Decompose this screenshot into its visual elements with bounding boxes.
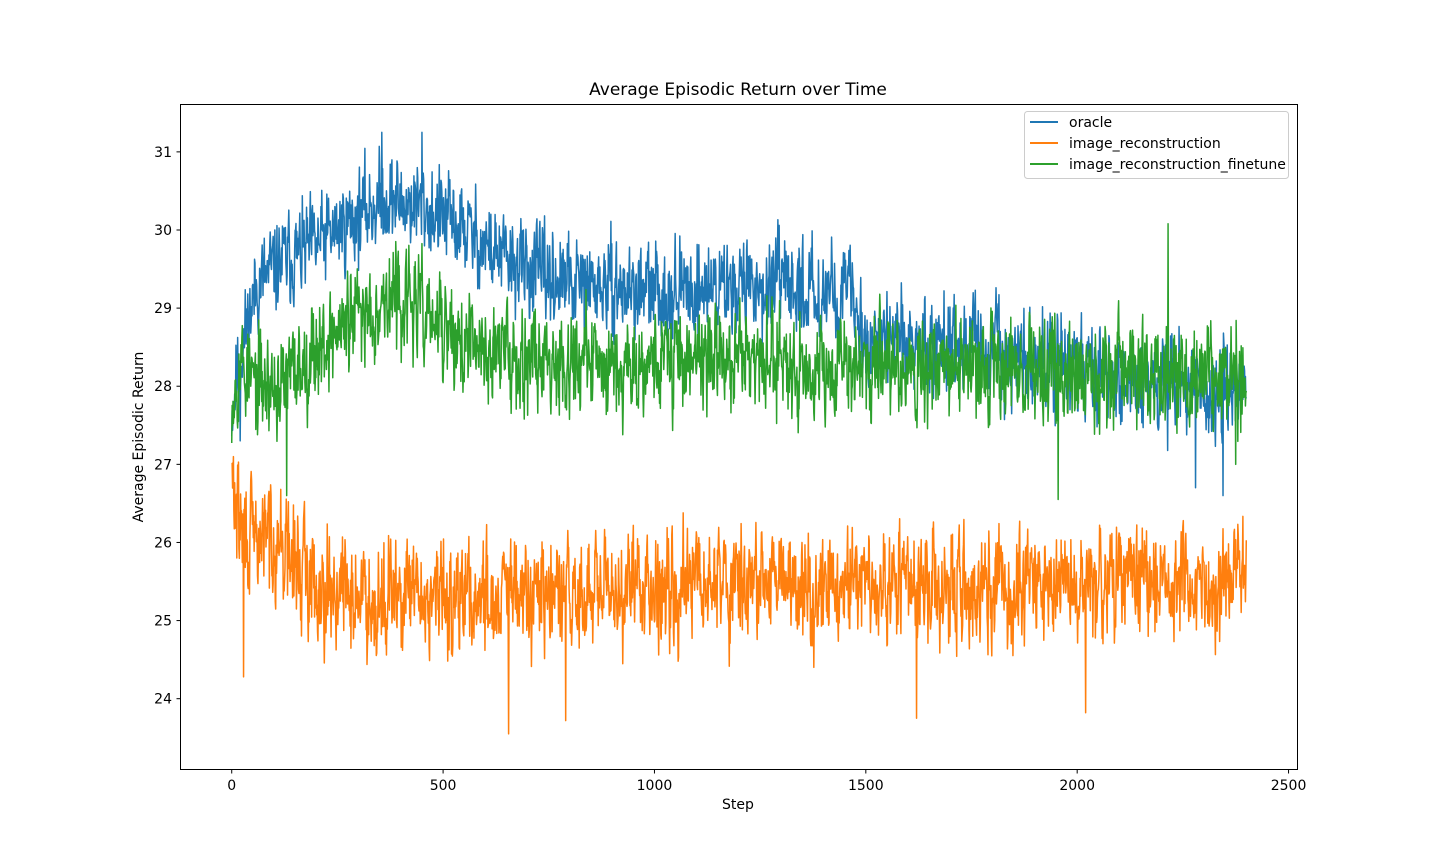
x-tick-label: 1000 bbox=[637, 778, 673, 794]
y-tick-label: 26 bbox=[154, 535, 172, 551]
y-tick-label: 27 bbox=[154, 457, 172, 473]
legend-label: image_reconstruction_finetune bbox=[1069, 157, 1286, 173]
y-axis: 24 25 26 27 28 29 30 31 bbox=[154, 145, 181, 708]
plot-area bbox=[180, 104, 1298, 770]
y-tick-label: 29 bbox=[154, 301, 172, 317]
axes-frame bbox=[180, 104, 1298, 770]
x-tick-label: 1500 bbox=[848, 778, 884, 794]
series-layer bbox=[230, 131, 1248, 735]
x-tick-label: 2000 bbox=[1059, 778, 1095, 794]
legend-frame bbox=[1024, 111, 1289, 179]
series-line-image-reconstruction-finetune bbox=[230, 222, 1248, 501]
y-tick-label: 25 bbox=[154, 614, 172, 630]
x-tick-label: 0 bbox=[227, 778, 236, 794]
legend-label: image_reconstruction bbox=[1069, 136, 1221, 152]
legend: oracle image_reconstruction image_reconstr… bbox=[1024, 111, 1289, 179]
x-axis: 0 500 1000 1500 2000 2500 bbox=[227, 769, 1306, 794]
series-line-image-reconstruction bbox=[231, 455, 1248, 735]
y-axis-label: Average Episodic Return bbox=[131, 352, 147, 523]
y-tick-label: 24 bbox=[154, 692, 172, 708]
y-tick-label: 31 bbox=[154, 145, 172, 161]
legend-label: oracle bbox=[1069, 115, 1112, 131]
y-tick-label: 30 bbox=[154, 223, 172, 239]
series-line-oracle bbox=[230, 131, 1247, 497]
y-tick-label: 28 bbox=[154, 379, 172, 395]
chart-title: Average Episodic Return over Time bbox=[589, 80, 887, 100]
x-axis-label: Step bbox=[722, 797, 754, 813]
x-tick-label: 2500 bbox=[1271, 778, 1307, 794]
x-tick-label: 500 bbox=[430, 778, 457, 794]
